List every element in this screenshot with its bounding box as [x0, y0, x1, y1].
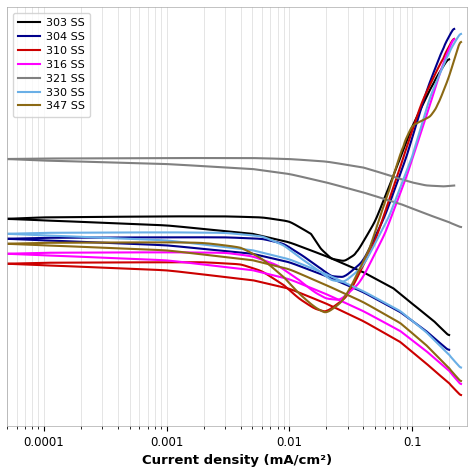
X-axis label: Current density (mA/cm²): Current density (mA/cm²) [142, 454, 332, 467]
Legend: 303 SS, 304 SS, 310 SS, 316 SS, 321 SS, 330 SS, 347 SS: 303 SS, 304 SS, 310 SS, 316 SS, 321 SS, … [12, 12, 91, 117]
